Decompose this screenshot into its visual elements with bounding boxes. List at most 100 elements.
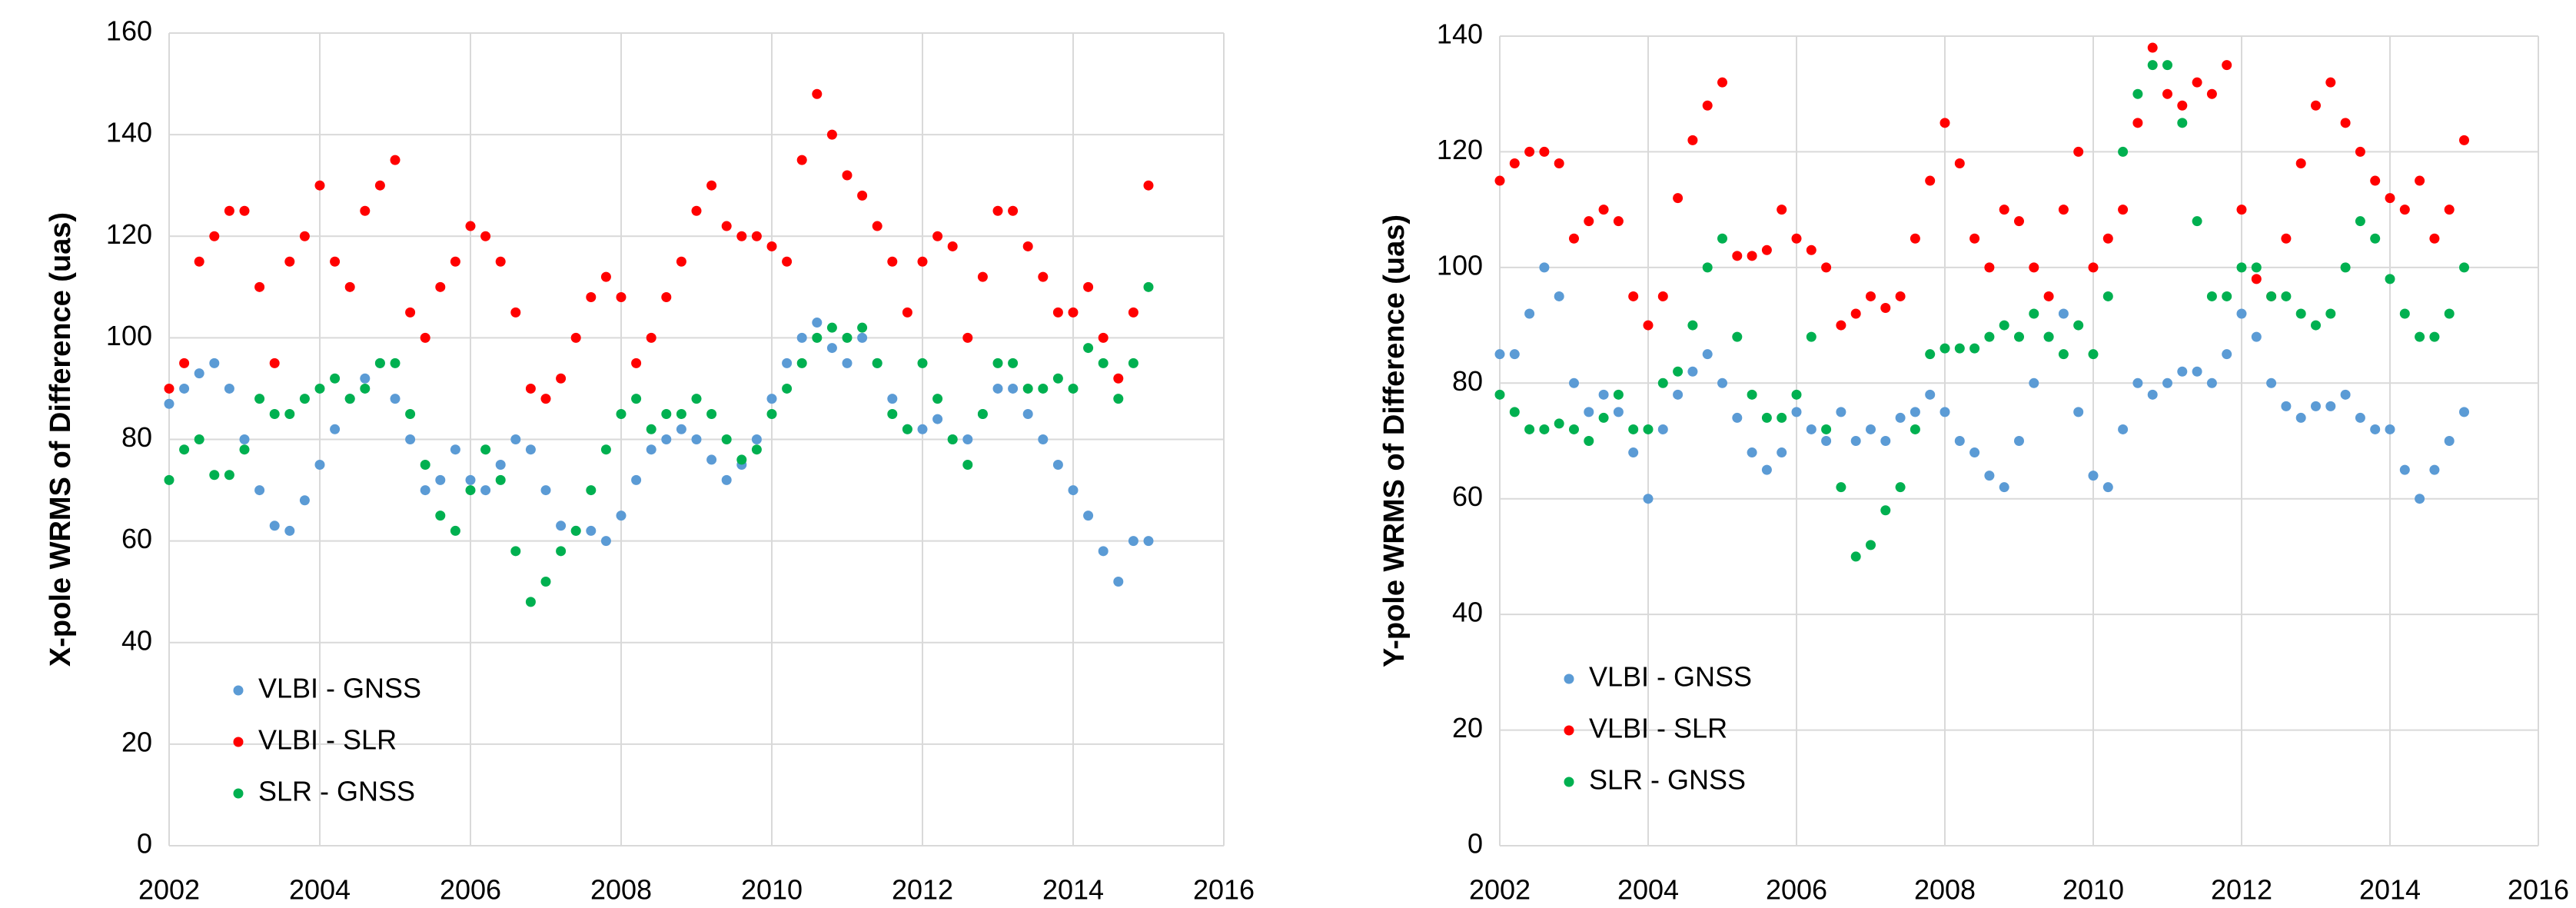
data-point xyxy=(179,444,190,455)
data-point xyxy=(540,485,551,496)
data-point xyxy=(510,307,521,318)
data-point xyxy=(344,394,355,404)
data-point xyxy=(1598,412,1609,423)
data-point xyxy=(254,394,265,404)
legend-marker xyxy=(233,737,244,747)
data-point xyxy=(1038,434,1049,444)
y-tick-label: 40 xyxy=(121,624,152,656)
data-point xyxy=(420,460,430,471)
data-point xyxy=(1791,407,1802,417)
data-point xyxy=(164,383,175,394)
data-point xyxy=(1524,146,1535,157)
data-point xyxy=(1539,424,1550,434)
data-point xyxy=(2295,308,2306,319)
data-point xyxy=(465,221,476,231)
data-point xyxy=(209,358,220,368)
data-point xyxy=(465,474,476,485)
data-point xyxy=(1008,383,1019,394)
data-point xyxy=(1939,407,1950,417)
data-point xyxy=(1598,389,1609,400)
data-point xyxy=(1022,408,1033,419)
data-point xyxy=(1128,536,1138,547)
data-point xyxy=(2355,146,2365,157)
data-point xyxy=(1954,436,1965,446)
data-point xyxy=(1850,308,1861,319)
data-point xyxy=(1539,146,1550,157)
data-point xyxy=(1494,389,1505,400)
data-point xyxy=(2029,262,2039,273)
data-point xyxy=(1747,389,1757,400)
data-point xyxy=(992,383,1003,394)
data-point xyxy=(1569,378,1579,388)
data-point xyxy=(390,394,401,404)
data-point xyxy=(962,460,973,471)
data-point xyxy=(1008,358,1019,368)
data-point xyxy=(1494,349,1505,360)
data-point xyxy=(209,470,220,481)
data-point xyxy=(1836,407,1846,417)
data-point xyxy=(2281,291,2292,301)
y-tick-label: 20 xyxy=(1452,712,1483,743)
data-point xyxy=(405,307,416,318)
data-point xyxy=(194,368,204,379)
data-point xyxy=(2014,436,2024,446)
data-point xyxy=(2088,349,2099,360)
data-point xyxy=(2355,216,2365,227)
data-point xyxy=(390,155,401,165)
x-tick-label: 2008 xyxy=(590,874,652,906)
x-tick-label: 2016 xyxy=(1193,874,1255,906)
data-point xyxy=(194,256,204,267)
data-point xyxy=(2370,424,2381,434)
data-point xyxy=(269,521,280,531)
data-point xyxy=(812,318,823,328)
data-point xyxy=(812,88,823,99)
data-point xyxy=(2132,378,2143,388)
data-point xyxy=(1584,407,1594,417)
data-point xyxy=(2340,118,2351,128)
data-point xyxy=(2118,205,2129,215)
data-point xyxy=(1008,205,1019,216)
data-point xyxy=(1673,389,1684,400)
data-point xyxy=(2325,308,2336,319)
data-point xyxy=(556,373,567,384)
data-point xyxy=(1999,482,2009,493)
y-axis-title: X-pole WRMS of Difference (uas) xyxy=(45,212,77,667)
data-point xyxy=(736,231,747,241)
data-point xyxy=(2311,100,2321,111)
data-point xyxy=(1643,494,1654,504)
data-point xyxy=(1984,331,1995,342)
legend-marker xyxy=(1564,725,1574,736)
data-point xyxy=(179,383,190,394)
data-point xyxy=(2147,389,2158,400)
data-point xyxy=(1113,394,1124,404)
data-point xyxy=(631,358,642,368)
data-point xyxy=(1761,412,1772,423)
x-tick-label: 2014 xyxy=(2359,874,2421,906)
data-point xyxy=(842,332,853,343)
data-point xyxy=(1083,281,1094,292)
data-point xyxy=(1702,349,1713,360)
data-point xyxy=(1128,307,1138,318)
data-point xyxy=(1143,536,1154,547)
data-point xyxy=(1866,424,1876,434)
data-point xyxy=(1880,436,1891,446)
data-point xyxy=(2415,175,2425,186)
data-point xyxy=(435,281,446,292)
data-point xyxy=(360,205,371,216)
data-point xyxy=(1509,158,1520,168)
data-point xyxy=(525,597,536,607)
data-point xyxy=(1806,244,1816,255)
data-point xyxy=(2073,146,2084,157)
data-point xyxy=(1673,193,1684,204)
data-point xyxy=(2415,494,2425,504)
data-point xyxy=(2058,349,2069,360)
data-point xyxy=(872,221,882,231)
data-point xyxy=(1925,175,1936,186)
data-point xyxy=(1999,205,2009,215)
data-point xyxy=(2251,331,2262,342)
data-point xyxy=(2399,464,2410,475)
data-point xyxy=(1880,505,1891,516)
data-point xyxy=(1613,216,1624,227)
data-point xyxy=(2206,378,2217,388)
data-point xyxy=(2385,274,2395,284)
